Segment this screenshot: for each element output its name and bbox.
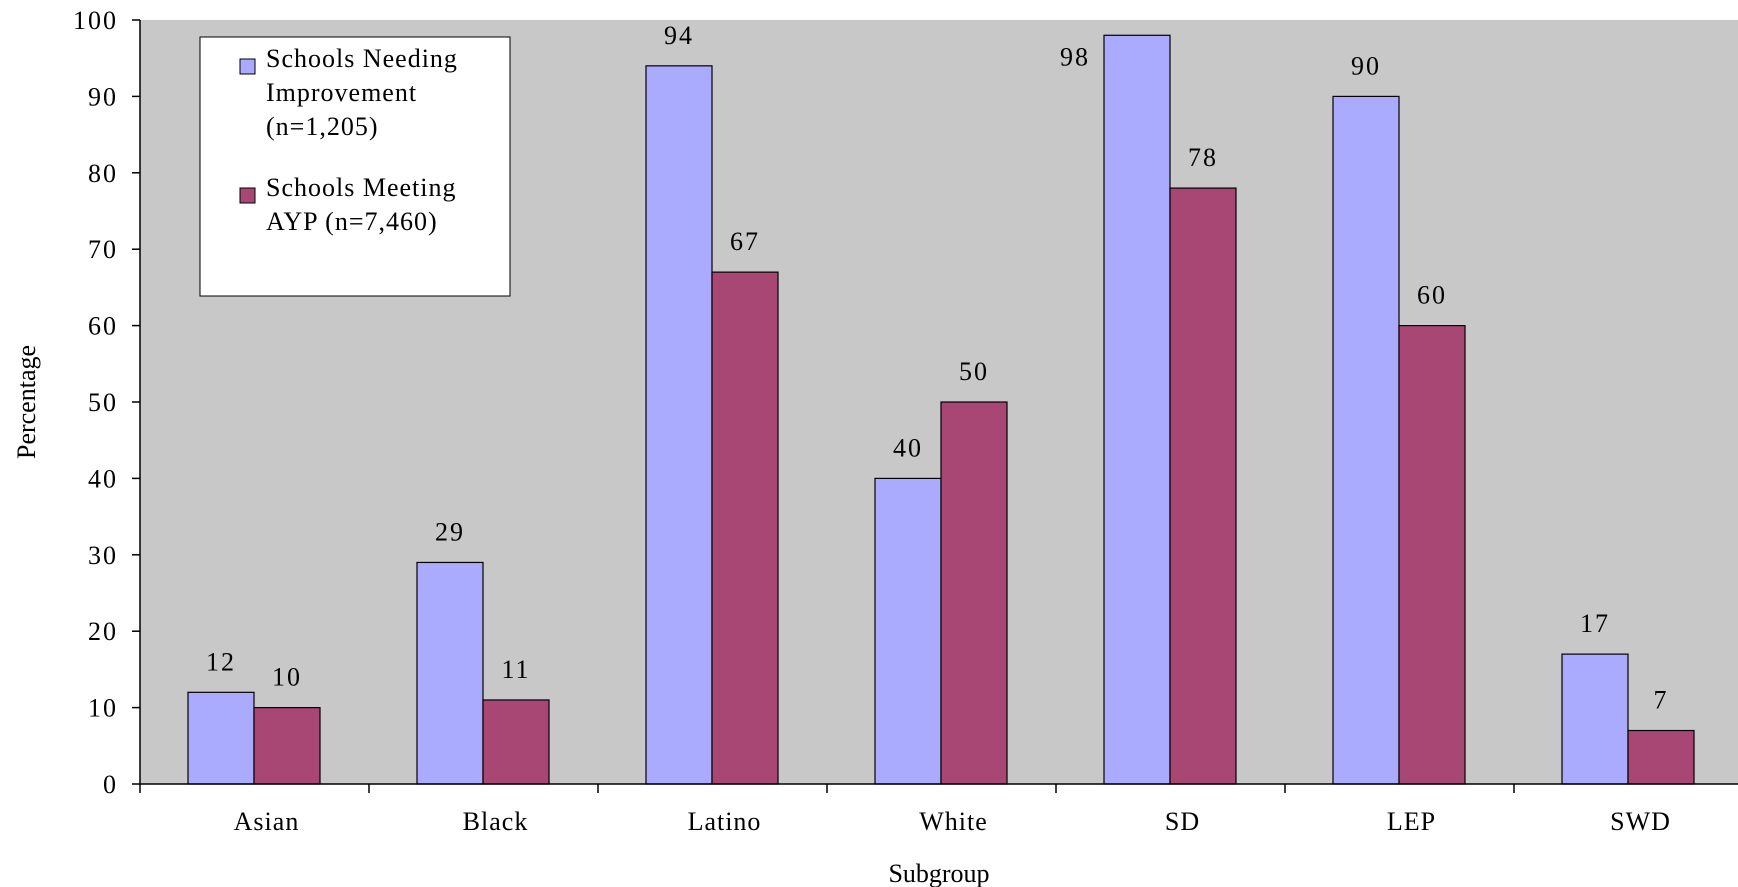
data-label: 50 [959, 357, 989, 386]
y-tick-label: 10 [88, 694, 118, 723]
y-tick-label: 30 [88, 541, 118, 570]
legend: Schools Needing Improvement (n=1,205) Schoo… [199, 36, 511, 297]
bar-series-1-black [482, 699, 550, 785]
y-tick-label: 80 [88, 159, 118, 188]
bar-series-0-black [416, 561, 484, 785]
x-category-label: LEP [1387, 807, 1436, 836]
bar-series-0-latino [645, 65, 713, 785]
data-label: 40 [893, 433, 923, 462]
y-tick-label: 0 [103, 770, 118, 799]
data-label: 60 [1417, 281, 1447, 310]
legend-box [199, 36, 511, 297]
x-category-label: Black [463, 807, 529, 836]
legend-label: Improvement [266, 78, 417, 107]
data-labels-group: 12 29 94 40 98 90 17 10 11 67 50 78 60 7 [206, 21, 1669, 715]
data-label: 78 [1188, 143, 1218, 172]
x-category-label: SD [1165, 807, 1200, 836]
bar-series-1-white [940, 401, 1008, 785]
bar-series-1-latino [711, 271, 779, 785]
x-axis-title: Subgroup [888, 859, 989, 887]
legend-swatch-1 [239, 187, 256, 204]
data-label: 7 [1654, 686, 1669, 715]
x-category-label: Asian [234, 807, 300, 836]
data-label: 90 [1351, 51, 1381, 80]
data-label: 29 [435, 517, 465, 546]
bar-series-0-white [874, 477, 942, 785]
data-label: 98 [1060, 42, 1090, 71]
x-category-label: SWD [1610, 807, 1671, 836]
y-tick-label: 90 [88, 82, 118, 111]
y-tick-label: 100 [73, 6, 118, 35]
legend-label: Schools Meeting [266, 173, 457, 202]
bar-series-1-lep [1398, 325, 1466, 785]
legend-label: AYP (n=7,460) [266, 207, 438, 236]
data-label: 17 [1580, 609, 1610, 638]
y-axis-title: Percentage [12, 345, 41, 459]
bar-series-0-lep [1332, 95, 1400, 785]
data-label: 67 [730, 227, 760, 256]
data-label: 94 [664, 21, 694, 50]
x-category-label: White [919, 807, 988, 836]
legend-label: Schools Needing [266, 44, 458, 73]
bar-series-1-asian [253, 706, 321, 785]
x-category-label: Latino [688, 807, 762, 836]
bar-series-0-asian [187, 691, 255, 785]
y-ticks-group: 0 10 20 30 40 50 60 70 80 90 100 [73, 6, 140, 799]
bars-group [187, 34, 1695, 785]
y-tick-label: 20 [88, 617, 118, 646]
data-label: 12 [206, 647, 236, 676]
y-tick-label: 60 [88, 312, 118, 341]
bar-series-0-swd [1561, 653, 1629, 785]
legend-label: (n=1,205) [266, 112, 378, 141]
y-tick-label: 50 [88, 388, 118, 417]
bar-series-0-sd [1103, 34, 1171, 785]
data-label: 11 [501, 655, 530, 684]
y-tick-label: 40 [88, 464, 118, 493]
x-ticks-group: Asian Black Latino White SD LEP SWD [139, 784, 1671, 836]
data-label: 10 [272, 663, 302, 692]
legend-swatch-0 [239, 58, 256, 75]
bar-series-1-swd [1627, 729, 1695, 785]
bar-series-1-sd [1169, 187, 1237, 785]
y-tick-label: 70 [88, 235, 118, 264]
